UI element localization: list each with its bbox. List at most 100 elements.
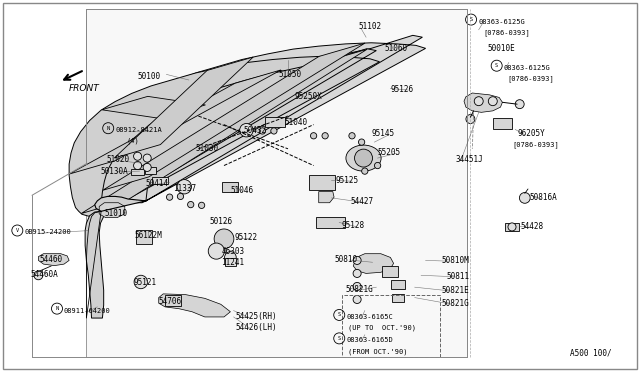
Text: 51040: 51040: [285, 118, 308, 127]
Circle shape: [355, 149, 372, 167]
Bar: [391, 280, 405, 289]
Text: 50810: 50810: [334, 255, 357, 264]
Text: 50821G: 50821G: [442, 299, 469, 308]
Bar: [392, 294, 404, 302]
Text: 51102: 51102: [358, 22, 381, 31]
Text: 50414: 50414: [145, 179, 168, 187]
Text: 54460A: 54460A: [31, 270, 58, 279]
Text: S: S: [338, 312, 341, 317]
Text: 54425(RH): 54425(RH): [236, 312, 277, 321]
Polygon shape: [85, 211, 114, 318]
Text: 54426(LH): 54426(LH): [236, 323, 277, 332]
Text: (UP TO  OCT.'90): (UP TO OCT.'90): [348, 325, 415, 331]
Circle shape: [353, 269, 361, 278]
Circle shape: [143, 163, 151, 171]
Circle shape: [134, 152, 141, 160]
Text: 50821G: 50821G: [346, 285, 373, 294]
Circle shape: [240, 124, 253, 137]
Text: 08911-64200: 08911-64200: [64, 308, 111, 314]
Text: 0B915-24200: 0B915-24200: [24, 230, 71, 235]
Text: 95145: 95145: [371, 129, 394, 138]
Circle shape: [198, 202, 205, 208]
Bar: [493, 118, 512, 129]
Text: 50100: 50100: [138, 72, 161, 81]
Bar: [223, 182, 238, 192]
Text: N: N: [107, 126, 110, 131]
Text: 95126: 95126: [390, 85, 413, 94]
Polygon shape: [99, 203, 125, 218]
Polygon shape: [115, 35, 426, 203]
Circle shape: [474, 97, 483, 106]
Text: 08912-8421A: 08912-8421A: [115, 127, 162, 133]
Circle shape: [520, 193, 530, 203]
Text: 51020: 51020: [106, 155, 129, 164]
Text: 50010E: 50010E: [488, 44, 515, 53]
Bar: [136, 230, 152, 244]
Text: 95121: 95121: [133, 278, 156, 287]
Bar: [131, 169, 144, 175]
Text: 55205: 55205: [378, 148, 401, 157]
Circle shape: [488, 97, 497, 106]
Circle shape: [134, 161, 141, 170]
Text: 51030: 51030: [195, 144, 218, 153]
Text: 50821E: 50821E: [442, 286, 469, 295]
Circle shape: [214, 229, 234, 248]
Circle shape: [188, 202, 194, 208]
Text: 54706: 54706: [158, 297, 181, 306]
Circle shape: [466, 115, 475, 124]
Text: 11241: 11241: [221, 258, 244, 267]
Polygon shape: [38, 254, 69, 266]
Text: 08363-6125G: 08363-6125G: [504, 65, 550, 71]
Text: N: N: [56, 306, 59, 311]
Text: 51050: 51050: [278, 70, 301, 79]
Circle shape: [208, 243, 225, 259]
Text: 51060: 51060: [384, 44, 407, 53]
Circle shape: [225, 251, 236, 263]
Text: (4): (4): [127, 137, 140, 144]
Text: (FROM OCT.'90): (FROM OCT.'90): [348, 348, 407, 355]
Circle shape: [358, 139, 365, 145]
Bar: [383, 266, 398, 277]
Text: 34451J: 34451J: [456, 155, 483, 164]
Polygon shape: [353, 254, 394, 273]
Text: 50130A: 50130A: [100, 167, 128, 176]
Text: 50810M: 50810M: [442, 256, 469, 265]
Text: 46303: 46303: [221, 247, 244, 256]
Circle shape: [143, 154, 151, 162]
Text: 08363-6165D: 08363-6165D: [346, 337, 393, 343]
Text: 50816A: 50816A: [530, 193, 557, 202]
Text: FRONT: FRONT: [68, 84, 99, 93]
Circle shape: [362, 168, 368, 174]
Bar: [309, 175, 335, 190]
Text: 95250X: 95250X: [294, 92, 322, 101]
Polygon shape: [102, 96, 205, 118]
Text: 50126: 50126: [210, 217, 233, 226]
Polygon shape: [69, 49, 380, 216]
Text: 96205Y: 96205Y: [517, 129, 545, 138]
Text: 08363-6165C: 08363-6165C: [346, 314, 393, 320]
Circle shape: [271, 128, 277, 134]
Circle shape: [259, 128, 266, 134]
Text: 11337: 11337: [173, 184, 196, 193]
Text: 54428: 54428: [521, 222, 544, 231]
Bar: [342, 295, 440, 357]
Circle shape: [310, 133, 317, 139]
Text: 51046: 51046: [230, 186, 253, 195]
Text: 95125: 95125: [336, 176, 359, 185]
Polygon shape: [159, 294, 230, 317]
Text: V: V: [16, 228, 19, 233]
Text: 56122M: 56122M: [134, 231, 162, 240]
Polygon shape: [95, 196, 146, 211]
Circle shape: [353, 282, 361, 291]
Polygon shape: [86, 9, 467, 357]
Text: 50432: 50432: [243, 126, 266, 135]
Text: [0786-0393]: [0786-0393]: [512, 142, 559, 148]
Circle shape: [166, 194, 173, 200]
Circle shape: [353, 295, 361, 304]
Text: 95122: 95122: [234, 233, 257, 242]
Polygon shape: [69, 70, 281, 174]
Ellipse shape: [346, 145, 381, 171]
Text: 50811: 50811: [446, 272, 469, 280]
Polygon shape: [115, 57, 253, 158]
Polygon shape: [319, 192, 334, 203]
